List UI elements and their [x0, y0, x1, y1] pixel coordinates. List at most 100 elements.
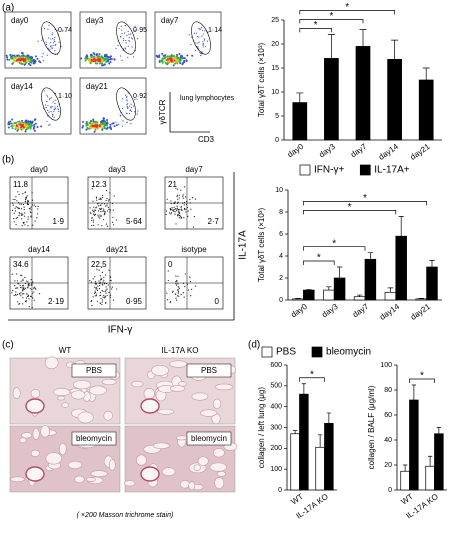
cell-dot — [132, 56, 134, 58]
alveolus — [52, 387, 71, 397]
cell-dot — [94, 209, 97, 211]
cell-dot — [94, 281, 97, 283]
cell-dot — [106, 288, 108, 290]
cell-dot — [103, 58, 106, 61]
alveolus — [71, 390, 86, 400]
cell-dot — [24, 287, 26, 289]
cell-dot — [102, 64, 105, 67]
cell-dot — [101, 194, 104, 197]
bar — [425, 465, 435, 491]
cell-dot — [12, 204, 14, 206]
cell-dot — [103, 213, 105, 216]
airway — [25, 398, 45, 414]
cell-dot — [20, 54, 23, 57]
cell-dot — [21, 212, 23, 214]
cell-dot — [100, 277, 102, 279]
cell-dot — [16, 217, 19, 219]
cell-dot — [49, 46, 52, 48]
cell-dot — [105, 189, 108, 192]
cell-dot — [36, 217, 38, 219]
error-bar — [336, 266, 343, 278]
cell-dot — [25, 301, 27, 303]
cell-dot — [31, 57, 34, 60]
x-axis-label: CD3 — [198, 135, 215, 144]
cell-dot — [106, 203, 108, 205]
error-bar — [359, 29, 367, 47]
cell-dot — [99, 197, 102, 199]
cell-dot — [17, 126, 20, 129]
cell-dot — [134, 111, 136, 113]
quadrant-value: 21 — [168, 180, 177, 189]
micrograph: PBS — [124, 357, 237, 425]
cell-dot — [176, 207, 179, 209]
error-bar — [429, 260, 435, 267]
cell-dot — [97, 55, 100, 58]
cell-dot — [96, 122, 99, 125]
cell-dot — [93, 206, 95, 208]
cell-dot — [98, 280, 100, 282]
cell-dot — [22, 58, 25, 61]
cell-dot — [32, 127, 35, 130]
cell-dot — [56, 29, 58, 32]
panel-label: (c) — [2, 340, 14, 351]
cell-dot — [105, 199, 107, 202]
micrograph: PBS — [9, 356, 121, 425]
cell-dot — [29, 127, 32, 130]
y-tick-label: 80 — [384, 387, 392, 394]
y-axis-label: γδTCR — [158, 99, 167, 124]
cell-dot — [91, 188, 93, 190]
cell-dot — [124, 94, 127, 96]
cell-dot — [17, 207, 19, 209]
cell-dot — [93, 214, 96, 217]
y-axis-label: Total γδT cells (×10³) — [257, 208, 266, 283]
cell-dot — [96, 268, 98, 270]
cell-dot — [91, 209, 94, 211]
error-bar — [306, 289, 312, 291]
cell-dot — [25, 120, 28, 123]
cell-dot — [19, 203, 21, 205]
cell-dot — [174, 213, 176, 215]
legend-swatch — [311, 346, 323, 358]
cell-dot — [112, 224, 115, 226]
alveolus — [214, 383, 234, 391]
cell-dot — [55, 44, 57, 46]
alveolus — [151, 364, 169, 376]
cell-dot — [191, 36, 193, 38]
cell-dot — [15, 196, 17, 198]
airway — [140, 398, 160, 414]
cell-dot — [201, 30, 204, 32]
quadrant-value: 12.3 — [91, 180, 107, 189]
cell-dot — [90, 56, 93, 59]
cell-dot — [113, 58, 116, 61]
cell-dot — [176, 208, 178, 210]
cell-dot — [180, 206, 182, 208]
cell-dot — [118, 27, 120, 29]
cell-dot — [20, 218, 23, 220]
cell-dot — [167, 279, 169, 282]
cell-dot — [101, 289, 103, 292]
cell-dot — [94, 292, 96, 294]
bar — [323, 289, 335, 301]
bar — [292, 102, 308, 141]
panel-label: (d) — [248, 340, 260, 351]
cell-dot — [15, 291, 17, 293]
cell-dot — [92, 296, 94, 298]
error-bar — [292, 430, 298, 434]
cell-dot — [105, 58, 108, 61]
alveolus — [200, 409, 218, 417]
cell-dot — [115, 124, 118, 127]
cell-dot — [17, 120, 20, 123]
quadrant-value: 0 — [168, 260, 173, 269]
legend-swatch — [359, 164, 371, 176]
alveolus — [73, 380, 92, 390]
x-tick-label: day3 — [320, 302, 340, 320]
cell-dot — [92, 185, 94, 187]
cell-dot — [126, 105, 128, 108]
alveolus — [209, 462, 227, 472]
cell-dot — [182, 195, 184, 197]
cell-dot — [176, 295, 179, 297]
cell-dot — [34, 287, 36, 289]
cell-dot — [94, 276, 96, 278]
alveolus — [40, 425, 51, 438]
y-tick-label: 100 — [270, 466, 282, 473]
